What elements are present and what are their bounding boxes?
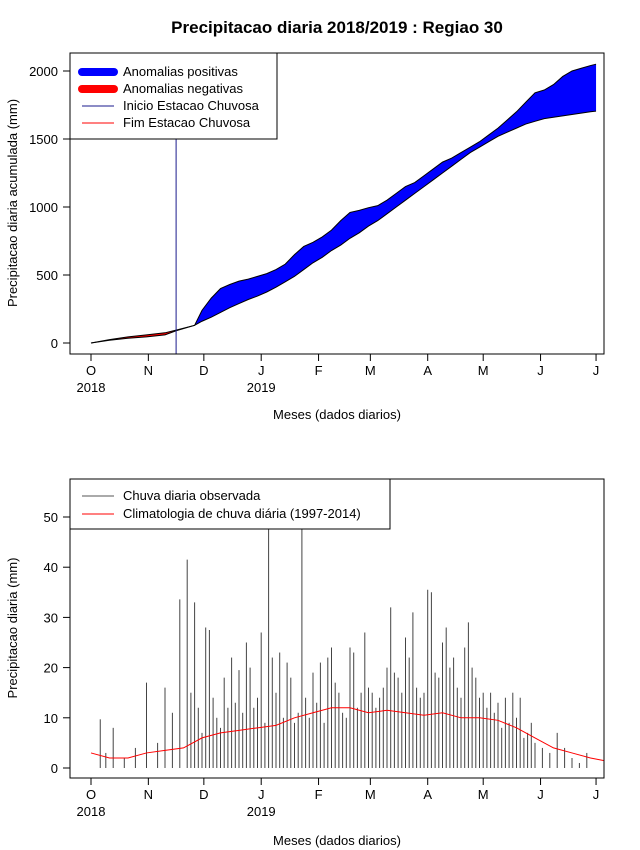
x-tick-label: A xyxy=(423,363,432,378)
x-tick-label: N xyxy=(144,363,153,378)
x-tick-label: J xyxy=(258,787,265,802)
x-tick-label: M xyxy=(365,363,376,378)
x-axis-label: Meses (dados diarios) xyxy=(273,407,401,422)
y-axis: 0 500 1000 1500 2000 xyxy=(29,64,71,351)
y-tick-label: 2000 xyxy=(29,64,58,79)
x-tick-label: J xyxy=(593,787,600,802)
y-tick-label: 1000 xyxy=(29,200,58,215)
x-tick-label: A xyxy=(423,787,432,802)
y-tick-label: 0 xyxy=(51,336,58,351)
daily-marks xyxy=(90,481,604,768)
legend-label-observed: Chuva diaria observada xyxy=(123,488,261,503)
y-axis-label: Precipitacao diaria (mm) xyxy=(5,558,20,699)
legend-label-positive: Anomalias positivas xyxy=(123,64,238,79)
climatology-accumulated-line xyxy=(90,110,597,344)
x-tick-label: F xyxy=(315,363,323,378)
legend: Chuva diaria observada Climatologia de c… xyxy=(69,478,391,530)
year-label: 2019 xyxy=(247,380,276,395)
climatology-line xyxy=(90,707,604,761)
chart-title: Precipitacao diaria 2018/2019 : Regiao 3… xyxy=(171,18,503,37)
x-tick-label: M xyxy=(365,787,376,802)
positive-anomaly-area xyxy=(91,64,597,343)
x-axis-label: Meses (dados diarios) xyxy=(273,833,401,848)
y-tick-label: 1500 xyxy=(29,132,58,147)
observed-accumulated-line xyxy=(90,63,597,344)
y-tick-label: 10 xyxy=(44,711,58,726)
accumulated-precipitation-chart: Precipitacao diaria 2018/2019 : Regiao 3… xyxy=(5,18,605,422)
x-tick-label: O xyxy=(86,787,96,802)
x-tick-label: D xyxy=(199,787,208,802)
x-tick-label: J xyxy=(537,363,544,378)
x-tick-label: F xyxy=(315,787,323,802)
y-tick-label: 0 xyxy=(51,761,58,776)
x-axis: O N D J F M A M J J 2018 2019 xyxy=(77,353,600,395)
legend-label-end: Fim Estacao Chuvosa xyxy=(123,115,251,130)
x-tick-label: J xyxy=(537,787,544,802)
y-axis: 0 10 20 30 40 50 xyxy=(44,510,71,776)
y-tick-label: 500 xyxy=(36,268,58,283)
legend-label-start: Inicio Estacao Chuvosa xyxy=(123,98,260,113)
x-tick-label: O xyxy=(86,363,96,378)
daily-precipitation-chart: O N D J F M A M J J 2018 2019 0 10 20 30 40 50 Meses (da… xyxy=(5,478,605,848)
y-axis-label: Precipitacao diaria acumulada (mm) xyxy=(5,99,20,307)
y-tick-label: 20 xyxy=(44,661,58,676)
x-axis: O N D J F M A M J J 2018 2019 xyxy=(77,777,600,819)
y-tick-label: 40 xyxy=(44,560,58,575)
year-label: 2019 xyxy=(247,804,276,819)
legend-label-negative: Anomalias negativas xyxy=(123,81,243,96)
x-tick-label: D xyxy=(199,363,208,378)
legend: Anomalias positivas Anomalias negativas … xyxy=(69,52,278,140)
x-tick-label: N xyxy=(144,787,153,802)
x-tick-label: M xyxy=(478,787,489,802)
legend-label-climatology: Climatologia de chuva diária (1997-2014) xyxy=(123,506,361,521)
x-tick-label: J xyxy=(593,363,600,378)
x-tick-label: M xyxy=(478,363,489,378)
legend-box xyxy=(69,52,278,140)
legend-box xyxy=(69,478,391,530)
daily-plot-area xyxy=(69,478,605,779)
year-label: 2018 xyxy=(77,804,106,819)
y-tick-label: 50 xyxy=(44,510,58,525)
y-tick-label: 30 xyxy=(44,610,58,625)
x-tick-label: J xyxy=(258,363,265,378)
year-label: 2018 xyxy=(77,380,106,395)
